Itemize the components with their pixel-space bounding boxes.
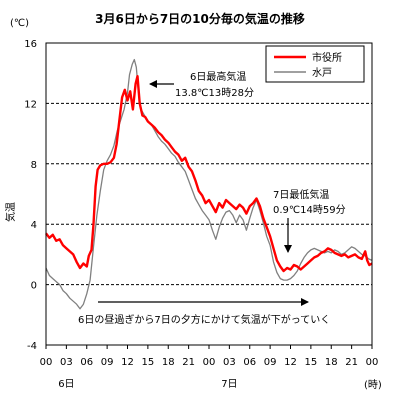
series-line-mito: [45, 58, 373, 310]
x-axis-unit: (時): [364, 379, 382, 391]
grid-lines: [46, 102, 372, 286]
x-tick-label: 00: [40, 357, 53, 368]
min-annotation-title: 7日最低気温: [273, 188, 329, 201]
x-tick-label: 18: [325, 357, 338, 368]
day-label: 7日: [221, 379, 237, 390]
plot-area-frame: [45, 42, 373, 346]
series-line-shiyakusho: [45, 74, 373, 273]
x-tick-label: 15: [305, 357, 318, 368]
x-tick-label: 12: [121, 357, 134, 368]
x-tick-label: 06: [243, 357, 256, 368]
series-lines: [45, 58, 373, 310]
day-label: 6日: [58, 379, 74, 390]
y-axis-unit: (℃): [10, 18, 29, 29]
y-tick-label: 8: [31, 160, 37, 171]
max-annotation-title: 6日最高気温: [190, 70, 246, 83]
y-tick-label: 12: [24, 99, 37, 110]
y-tick-label: 4: [31, 220, 37, 231]
y-tick-label: -4: [27, 341, 37, 352]
legend-label-mito: 水戸: [312, 67, 332, 79]
chart-title: 3月6日から7日の10分毎の気温の推移: [95, 11, 305, 26]
min-temperature-annotation: 7日最低気温 0.9℃14時59分: [273, 188, 346, 253]
x-axis-ticks: 00 03 06 09 12 15 18 21 00 03 06 09 12 15 18 21 00: [40, 345, 379, 368]
x-tick-label: 03: [223, 357, 236, 368]
x-tick-label: 00: [366, 357, 379, 368]
x-tick-label: 21: [182, 357, 195, 368]
x-tick-label: 21: [345, 357, 358, 368]
max-annotation-value: 13.8℃13時28分: [175, 87, 254, 99]
x-tick-label: 15: [142, 357, 155, 368]
x-tick-label: 18: [162, 357, 175, 368]
x-tick-label: 09: [264, 357, 277, 368]
x-tick-label: 03: [60, 357, 73, 368]
y-tick-label: 0: [31, 281, 37, 292]
x-tick-label: 12: [284, 357, 297, 368]
trend-label: 6日の昼過ぎから7日の夕方にかけて気温が下がっていく: [78, 313, 330, 326]
legend-box: [265, 45, 365, 83]
y-tick-label: 16: [24, 39, 37, 50]
x-tick-label: 00: [203, 357, 216, 368]
legend-label-shiyakusho: 市役所: [312, 51, 342, 64]
trend-label-background: [76, 310, 352, 327]
max-temperature-annotation: 6日最高気温 13.8℃13時28分: [149, 70, 254, 99]
y-axis-ticks: -4 0 4 8 12 16: [24, 39, 37, 352]
day-labels: 6日 7日: [58, 379, 237, 390]
y-axis-label: 気温: [4, 202, 17, 222]
x-tick-label: 09: [101, 357, 114, 368]
min-annotation-value: 0.9℃14時59分: [273, 204, 346, 216]
trend-annotation: 6日の昼過ぎから7日の夕方にかけて気温が下がっていく: [76, 298, 352, 327]
x-tick-label: 06: [80, 357, 93, 368]
legend: 市役所 水戸: [265, 45, 365, 83]
